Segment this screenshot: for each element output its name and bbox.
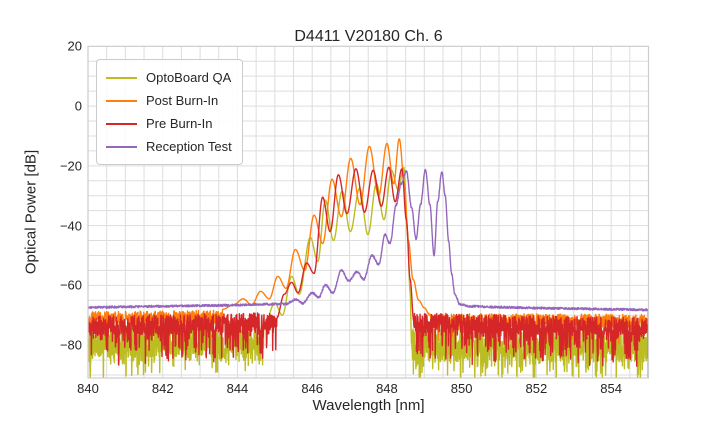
legend-item: OptoBoard QA (106, 66, 232, 89)
y-tick: −60 (59, 277, 82, 293)
y-tick: −80 (59, 337, 82, 353)
legend-line-swatch (106, 99, 137, 102)
x-tick: 854 (600, 381, 622, 396)
legend-line-swatch (106, 122, 137, 125)
legend-item: Pre Burn-In (106, 112, 232, 135)
legend-label: OptoBoard QA (146, 70, 232, 85)
x-tick: 846 (301, 381, 324, 396)
legend-line-swatch (106, 76, 137, 79)
y-tick: −20 (59, 158, 82, 174)
x-tick: 842 (151, 381, 174, 396)
legend-label: Post Burn-In (146, 93, 219, 108)
legend-label: Reception Test (146, 139, 232, 154)
x-tick: 848 (376, 381, 398, 396)
x-tick: 850 (450, 381, 473, 396)
x-tick: 844 (226, 381, 249, 396)
legend-item: Reception Test (106, 135, 232, 158)
legend-label: Pre Burn-In (146, 116, 213, 131)
y-axis-label: Optical Power [dB] (22, 149, 40, 275)
x-tick: 852 (525, 381, 548, 396)
legend: OptoBoard QA Post Burn-In Pre Burn-In Recep… (96, 59, 243, 165)
y-tick: 20 (67, 38, 82, 54)
y-tick: 0 (74, 98, 82, 114)
chart-title: D4411 V20180 Ch. 6 (294, 28, 443, 45)
legend-line-swatch (106, 145, 137, 148)
x-axis-label: Wavelength [nm] (312, 397, 425, 414)
x-tick: 840 (77, 381, 99, 396)
legend-item: Post Burn-In (106, 89, 232, 112)
y-tick: −40 (59, 218, 82, 234)
